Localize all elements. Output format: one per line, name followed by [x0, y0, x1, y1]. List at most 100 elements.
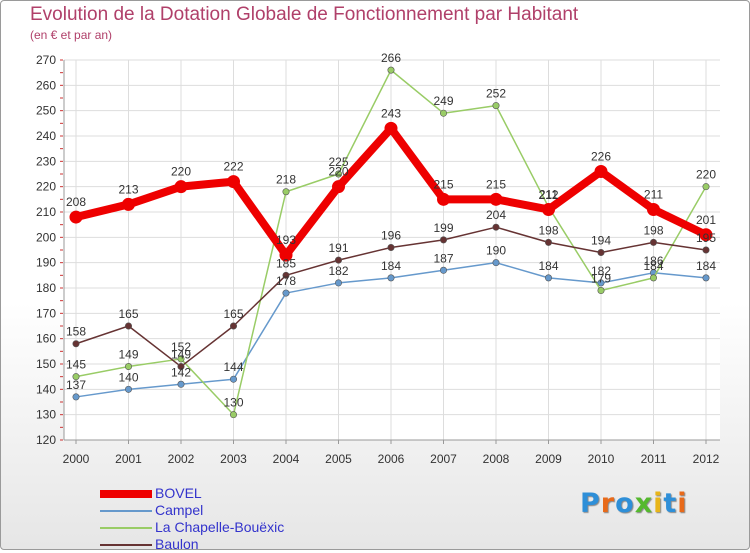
data-point [597, 287, 605, 295]
data-label: 191 [328, 241, 348, 255]
data-point [387, 66, 395, 74]
data-point [702, 183, 710, 191]
data-point [492, 102, 500, 110]
legend-swatch [100, 527, 152, 529]
legend-label: La Chapelle-Bouëxic [155, 519, 285, 535]
data-point [227, 175, 240, 189]
x-tick-label: 2000 [63, 452, 90, 466]
y-tick-label: 270 [36, 53, 56, 67]
data-label: 137 [66, 378, 86, 392]
x-tick-label: 2010 [588, 452, 615, 466]
data-point [597, 249, 605, 257]
data-point [387, 274, 395, 282]
data-point [699, 228, 713, 242]
data-point [230, 322, 238, 330]
data-label: 213 [118, 182, 138, 196]
data-label: 165 [223, 307, 243, 321]
data-label: 220 [328, 165, 348, 179]
data-label: 198 [643, 223, 663, 237]
data-point [384, 121, 398, 135]
data-label: 158 [66, 325, 86, 339]
data-label: 218 [276, 173, 296, 187]
x-tick-label: 2001 [115, 452, 142, 466]
y-tick-label: 230 [36, 154, 56, 168]
data-label: 194 [591, 234, 611, 248]
data-label: 222 [223, 160, 243, 174]
data-point [125, 363, 133, 371]
data-label: 225 [328, 155, 348, 169]
legend-item: Baulon [100, 536, 360, 553]
data-label: 243 [381, 106, 401, 120]
data-point [437, 192, 450, 206]
legend-item: La Chapelle-Bouëxic [100, 519, 360, 536]
data-label: 195 [696, 231, 716, 245]
data-point [177, 363, 185, 371]
data-point [647, 202, 660, 216]
data-label: 142 [171, 365, 191, 379]
data-point [282, 289, 290, 297]
proxiti-logo: Proxiti [580, 488, 688, 519]
data-label: 182 [328, 264, 348, 278]
data-label: 165 [118, 307, 138, 321]
y-tick-label: 150 [36, 357, 56, 371]
data-label: 226 [591, 149, 611, 163]
data-point [174, 180, 188, 194]
data-point [72, 393, 80, 401]
legend-label: Campel [155, 502, 204, 518]
legend-item: BOVEL [100, 485, 360, 502]
chart-title: Evolution de la Dotation Globale de Fonc… [30, 4, 579, 25]
y-tick-label: 170 [36, 306, 56, 320]
data-label: 179 [591, 272, 611, 286]
legend-swatch [100, 510, 152, 512]
data-label: 196 [381, 228, 401, 242]
data-label: 130 [223, 396, 243, 410]
data-point [125, 322, 133, 330]
data-point [334, 256, 342, 264]
data-point [230, 375, 238, 383]
logo-letter: t [663, 488, 678, 519]
y-tick-label: 240 [36, 129, 56, 143]
data-point [177, 380, 185, 388]
data-label: 193 [276, 233, 296, 247]
logo-letter: r [600, 488, 616, 519]
data-point [439, 266, 447, 274]
x-tick-label: 2002 [168, 452, 195, 466]
data-label: 211 [644, 187, 663, 201]
data-label: 212 [538, 188, 558, 202]
data-point [702, 246, 710, 254]
data-label: 249 [433, 94, 453, 108]
y-tick-label: 120 [36, 433, 56, 447]
y-tick-label: 160 [36, 332, 56, 346]
data-point [492, 223, 500, 231]
legend-item: Campel [100, 502, 360, 519]
data-point [334, 279, 342, 287]
data-point [69, 210, 83, 224]
data-label: 184 [381, 259, 401, 273]
logo-letter: i [677, 488, 688, 519]
data-label: 190 [486, 244, 506, 258]
y-tick-label: 190 [36, 256, 56, 270]
data-label: 149 [171, 348, 191, 362]
data-label: 140 [118, 370, 138, 384]
data-point [702, 274, 710, 282]
x-tick-label: 2007 [430, 452, 457, 466]
data-point [387, 243, 395, 251]
data-label: 184 [538, 259, 558, 273]
data-point [177, 355, 185, 363]
data-point [125, 385, 133, 393]
data-label: 152 [171, 340, 191, 354]
x-tick-label: 2005 [325, 452, 352, 466]
data-point [279, 248, 293, 262]
data-point [122, 197, 135, 211]
data-label: 199 [433, 221, 453, 235]
data-label: 198 [538, 223, 558, 237]
data-point [544, 238, 552, 246]
data-label: 182 [591, 264, 611, 278]
logo-letter: x [634, 488, 654, 519]
data-point [489, 192, 503, 206]
y-tick-label: 130 [36, 408, 56, 422]
data-point [439, 236, 447, 244]
data-point [492, 259, 500, 267]
legend-label: BOVEL [155, 485, 202, 501]
